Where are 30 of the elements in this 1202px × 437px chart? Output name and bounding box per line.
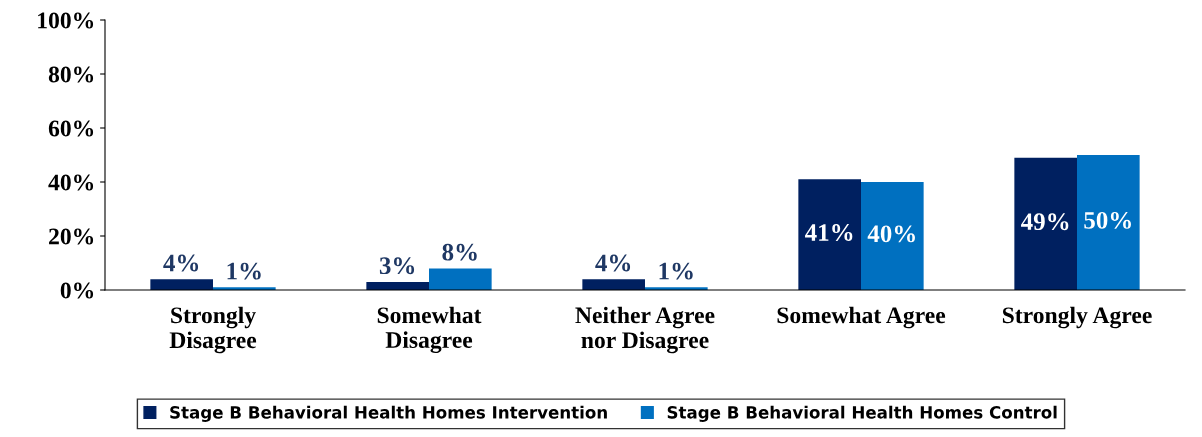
data-label: 3%	[379, 257, 415, 275]
y-tick-label: 100%	[38, 12, 94, 29]
x-tick-label: Strongly Agree	[1002, 306, 1152, 329]
bar	[582, 279, 645, 290]
legend-label: Stage B Behavioral Health Homes Control	[667, 405, 1057, 422]
x-tick-label: Somewhat Agree	[777, 306, 946, 329]
data-label: 4%	[163, 254, 199, 272]
x-tick-label: Somewhat Disagree	[377, 306, 482, 353]
data-label: 50%	[1084, 211, 1131, 229]
bar	[429, 268, 492, 290]
bar	[150, 279, 213, 290]
data-label: 8%	[442, 243, 477, 261]
y-tick-label: 0%	[60, 282, 94, 299]
data-label: 1%	[227, 262, 261, 280]
bar	[861, 182, 924, 290]
bar	[1014, 157, 1077, 290]
x-tick-label: Strongly Disagree	[169, 306, 257, 354]
bar	[1077, 155, 1140, 290]
y-tick-label: 80%	[48, 66, 94, 83]
data-label: 4%	[595, 254, 631, 272]
data-label: 40%	[867, 225, 915, 243]
legend-label: Stage B Behavioral Health Homes Intervention	[170, 405, 607, 422]
x-tick-label: Neither Agree nor Disagree	[575, 306, 715, 354]
data-label: 49%	[1021, 213, 1069, 231]
bar	[798, 179, 861, 290]
y-tick-label: 20%	[49, 228, 94, 245]
data-label: 41%	[805, 224, 853, 241]
data-label: 1%	[659, 262, 693, 280]
y-tick-label: 60%	[48, 120, 94, 137]
y-tick-label: 40%	[48, 174, 94, 191]
